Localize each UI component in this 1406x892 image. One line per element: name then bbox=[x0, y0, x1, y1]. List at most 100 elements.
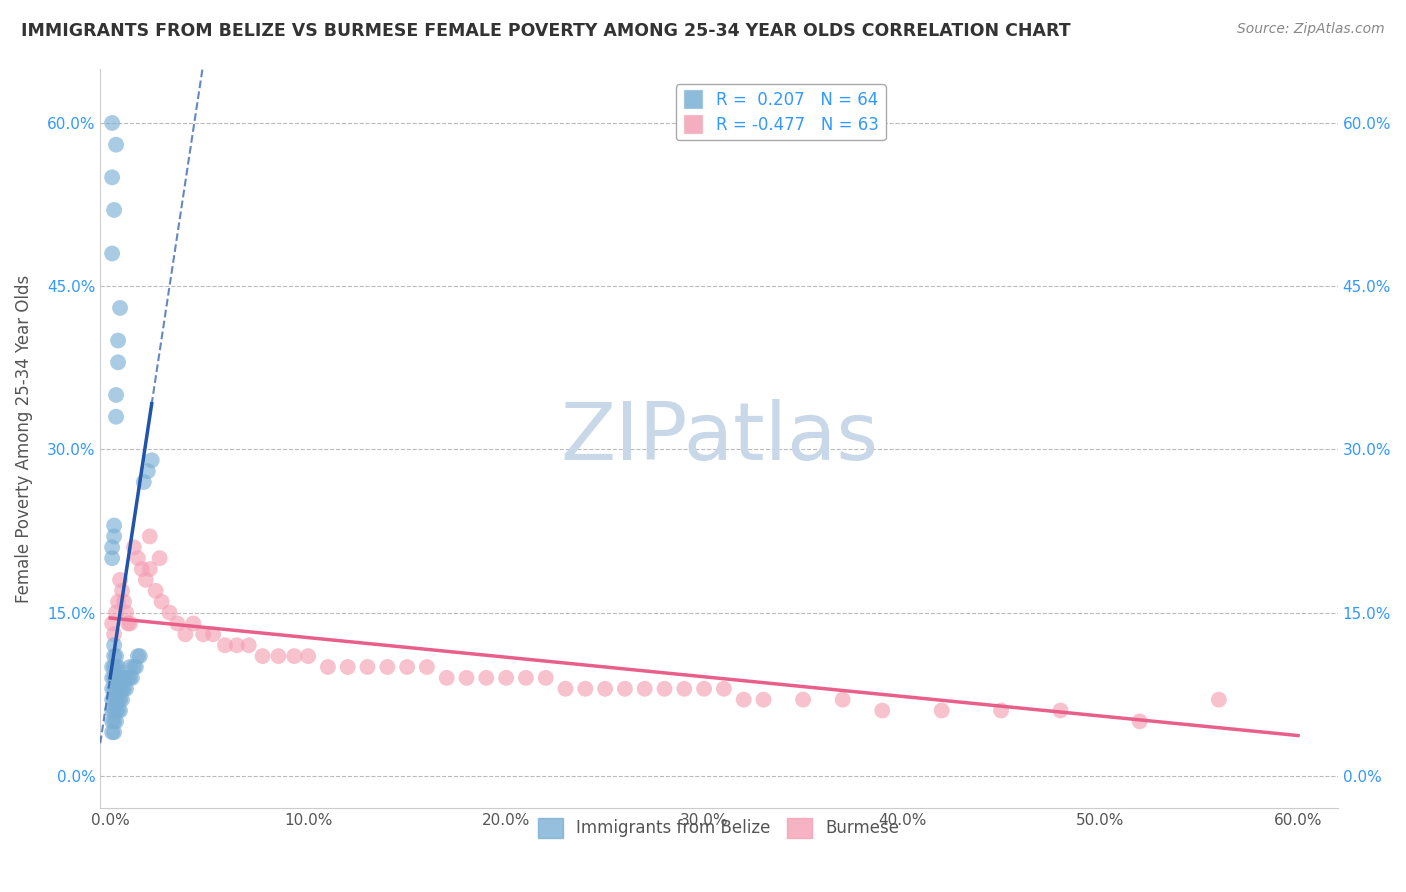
Point bbox=[111, 583, 134, 598]
Point bbox=[515, 671, 537, 685]
Point bbox=[101, 725, 124, 739]
Point bbox=[103, 202, 125, 217]
Point bbox=[101, 704, 124, 718]
Point bbox=[136, 464, 159, 478]
Point bbox=[122, 541, 145, 555]
Point bbox=[416, 660, 439, 674]
Point bbox=[193, 627, 215, 641]
Point bbox=[792, 692, 814, 706]
Point bbox=[593, 681, 616, 696]
Point bbox=[105, 388, 128, 402]
Legend: Immigrants from Belize, Burmese: Immigrants from Belize, Burmese bbox=[531, 811, 907, 845]
Point bbox=[713, 681, 735, 696]
Point bbox=[127, 649, 149, 664]
Point bbox=[125, 660, 148, 674]
Point bbox=[693, 681, 716, 696]
Point bbox=[108, 704, 131, 718]
Point bbox=[101, 681, 124, 696]
Point bbox=[107, 681, 129, 696]
Point bbox=[105, 704, 128, 718]
Point bbox=[181, 616, 204, 631]
Point bbox=[456, 671, 478, 685]
Point bbox=[107, 595, 129, 609]
Text: ZIPatlas: ZIPatlas bbox=[560, 400, 877, 477]
Point bbox=[1049, 704, 1071, 718]
Point bbox=[107, 660, 129, 674]
Point bbox=[214, 638, 236, 652]
Point bbox=[141, 453, 163, 467]
Point bbox=[831, 692, 853, 706]
Point bbox=[127, 551, 149, 566]
Point bbox=[122, 660, 145, 674]
Point bbox=[135, 573, 157, 587]
Point bbox=[316, 660, 339, 674]
Point bbox=[634, 681, 657, 696]
Point bbox=[159, 606, 181, 620]
Point bbox=[103, 692, 125, 706]
Text: IMMIGRANTS FROM BELIZE VS BURMESE FEMALE POVERTY AMONG 25-34 YEAR OLDS CORRELATI: IMMIGRANTS FROM BELIZE VS BURMESE FEMALE… bbox=[21, 22, 1071, 40]
Point bbox=[105, 606, 128, 620]
Point bbox=[111, 681, 134, 696]
Point bbox=[111, 692, 134, 706]
Point bbox=[103, 660, 125, 674]
Point bbox=[554, 681, 576, 696]
Point bbox=[105, 649, 128, 664]
Point bbox=[101, 551, 124, 566]
Point bbox=[105, 692, 128, 706]
Point bbox=[103, 518, 125, 533]
Point bbox=[145, 583, 167, 598]
Point bbox=[283, 649, 305, 664]
Point bbox=[108, 573, 131, 587]
Point bbox=[752, 692, 775, 706]
Point bbox=[356, 660, 378, 674]
Point bbox=[336, 660, 359, 674]
Point bbox=[115, 681, 138, 696]
Point bbox=[297, 649, 319, 664]
Point bbox=[202, 627, 225, 641]
Point bbox=[174, 627, 197, 641]
Point bbox=[150, 595, 173, 609]
Point bbox=[108, 692, 131, 706]
Point bbox=[108, 681, 131, 696]
Point bbox=[101, 692, 124, 706]
Point bbox=[107, 671, 129, 685]
Point bbox=[105, 409, 128, 424]
Point bbox=[111, 671, 134, 685]
Point bbox=[101, 616, 124, 631]
Point bbox=[101, 541, 124, 555]
Point bbox=[131, 562, 153, 576]
Point bbox=[101, 660, 124, 674]
Point bbox=[121, 671, 143, 685]
Point bbox=[101, 246, 124, 260]
Point bbox=[534, 671, 557, 685]
Point bbox=[101, 170, 124, 185]
Point bbox=[101, 714, 124, 729]
Point bbox=[733, 692, 755, 706]
Point bbox=[103, 725, 125, 739]
Point bbox=[238, 638, 260, 652]
Point bbox=[112, 681, 135, 696]
Point bbox=[574, 681, 596, 696]
Point bbox=[105, 714, 128, 729]
Point bbox=[117, 616, 139, 631]
Point bbox=[105, 660, 128, 674]
Point bbox=[375, 660, 398, 674]
Point bbox=[103, 704, 125, 718]
Point bbox=[1129, 714, 1152, 729]
Point bbox=[1208, 692, 1230, 706]
Point bbox=[128, 649, 150, 664]
Y-axis label: Female Poverty Among 25-34 Year Olds: Female Poverty Among 25-34 Year Olds bbox=[15, 275, 32, 603]
Point bbox=[103, 671, 125, 685]
Point bbox=[117, 671, 139, 685]
Point bbox=[115, 671, 138, 685]
Point bbox=[139, 529, 162, 543]
Point bbox=[108, 301, 131, 315]
Point bbox=[103, 649, 125, 664]
Point bbox=[112, 671, 135, 685]
Text: Source: ZipAtlas.com: Source: ZipAtlas.com bbox=[1237, 22, 1385, 37]
Point bbox=[101, 671, 124, 685]
Point bbox=[396, 660, 419, 674]
Point bbox=[475, 671, 498, 685]
Point bbox=[225, 638, 247, 652]
Point bbox=[103, 627, 125, 641]
